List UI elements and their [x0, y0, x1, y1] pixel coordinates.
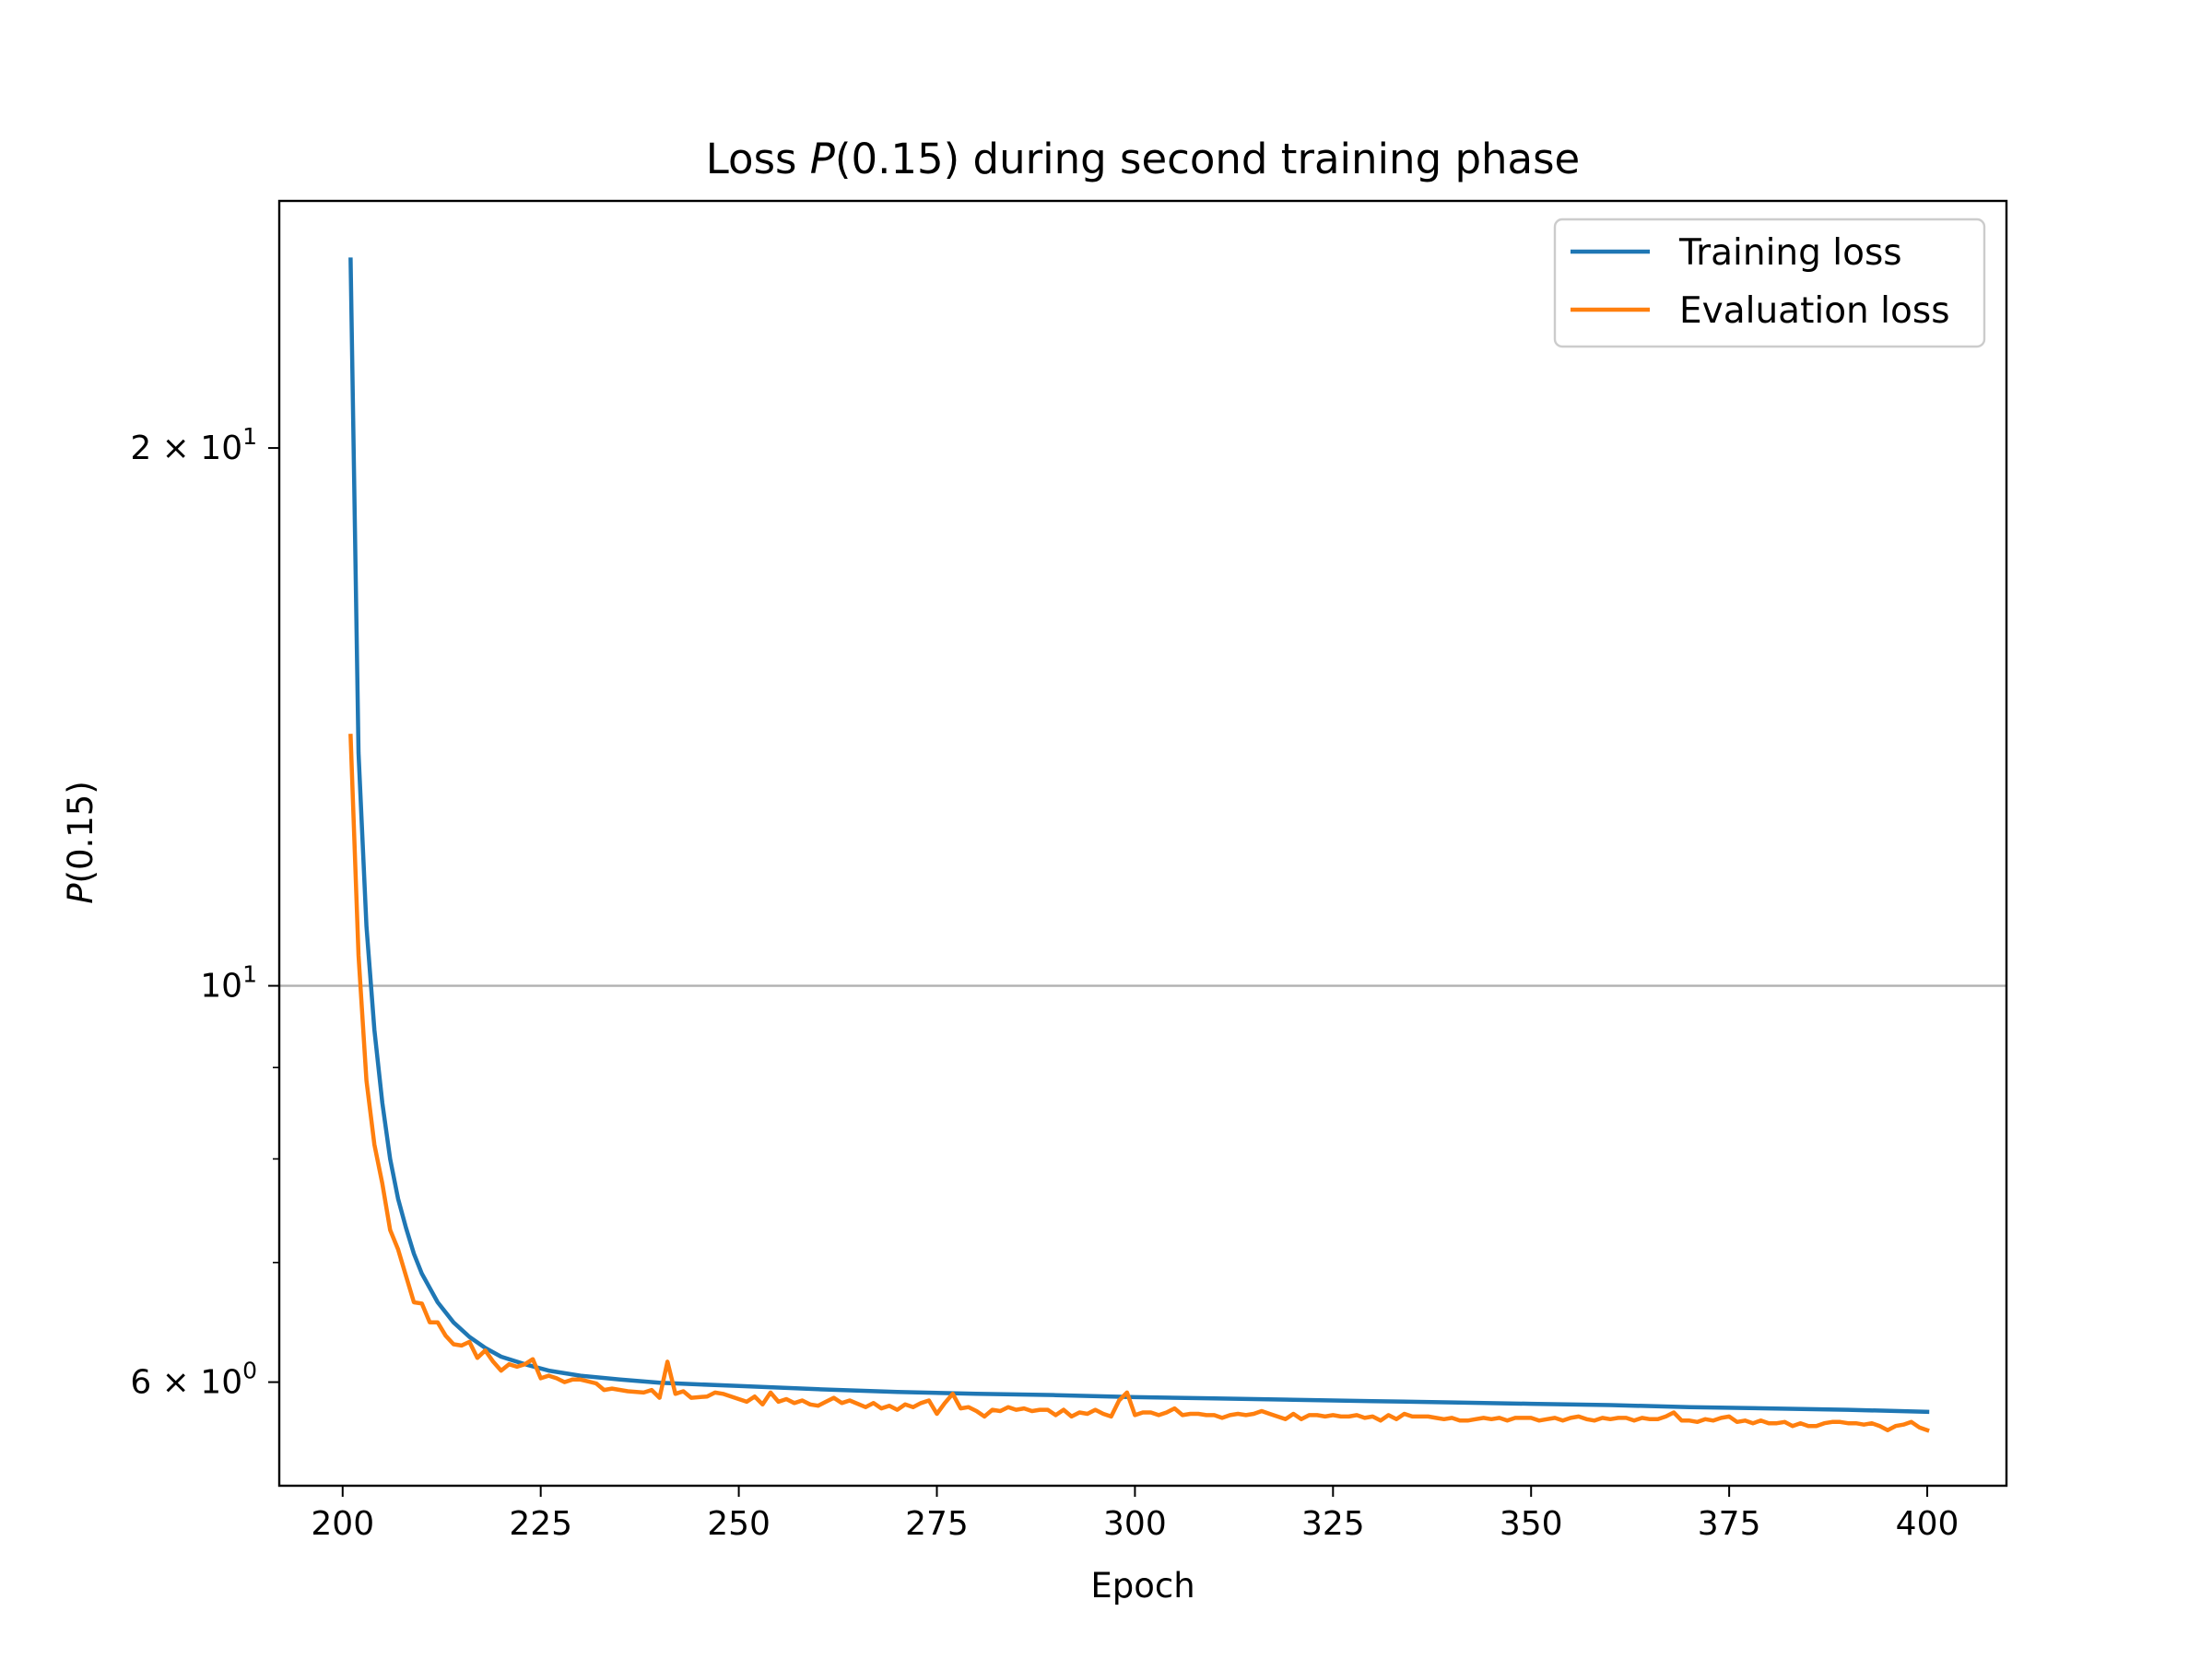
x-tick-label: 200	[311, 1505, 374, 1543]
series-line-evaluation-loss	[348, 734, 1930, 1433]
x-tick-label: 400	[1896, 1505, 1959, 1543]
x-tick-label: 225	[509, 1505, 572, 1543]
legend-box	[1553, 218, 1986, 348]
legend-label-training-loss: Training loss	[1678, 232, 1902, 274]
x-axis-title: Epoch	[1090, 1566, 1194, 1606]
axis-ticks: 200 225 250 275 300 325 350 375 400 2 × 101 101 6 ×…	[130, 423, 1959, 1543]
series-lines	[348, 257, 1930, 1433]
y-tick-label: 2 × 101	[130, 423, 257, 467]
y-tick-label: 6 × 100	[130, 1358, 257, 1402]
x-tick-label: 300	[1103, 1505, 1167, 1543]
x-tick-label: 375	[1698, 1505, 1761, 1543]
y-axis-title: P(0.15)	[61, 781, 100, 904]
x-tick-label: 275	[905, 1505, 969, 1543]
plot-frame	[277, 199, 2008, 1488]
legend: Training loss Evaluation loss	[1553, 218, 1986, 348]
series-line-training-loss	[348, 257, 1930, 1415]
chart-title: Loss P(0.15) during second training phas…	[706, 135, 1580, 183]
x-tick-label: 250	[707, 1505, 771, 1543]
x-tick-label: 325	[1301, 1505, 1365, 1543]
x-tick-label: 350	[1500, 1505, 1563, 1543]
legend-label-evaluation-loss: Evaluation loss	[1679, 290, 1950, 332]
y-tick-label: 101	[200, 961, 257, 1006]
